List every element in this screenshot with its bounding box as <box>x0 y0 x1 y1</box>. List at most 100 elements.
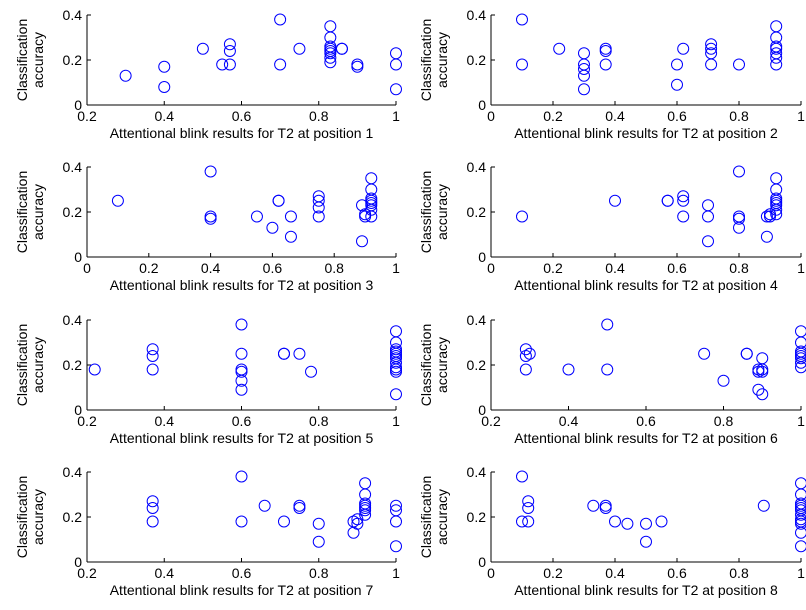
x-tick-label: 0.8 <box>309 565 329 581</box>
data-point <box>764 210 776 223</box>
data-point <box>702 235 714 248</box>
data-point <box>578 47 590 60</box>
data-point <box>795 515 806 528</box>
data-point <box>698 347 711 360</box>
data-point <box>146 495 159 508</box>
x-tick-label: 0.8 <box>309 108 329 124</box>
x-tick-label: 0.8 <box>729 565 749 581</box>
data-point <box>523 347 536 360</box>
x-tick-label: 0.4 <box>155 565 175 581</box>
data-point <box>146 502 159 514</box>
data-point <box>756 388 769 401</box>
y-tick-label: 0.4 <box>467 159 487 175</box>
data-point <box>204 165 217 178</box>
data-point <box>235 363 248 376</box>
y-tick-label: 0 <box>478 249 486 265</box>
data-point <box>351 58 364 71</box>
data-point <box>770 51 783 64</box>
x-tick-label: 0.8 <box>729 108 749 124</box>
data-point <box>756 365 769 378</box>
data-point <box>284 230 297 243</box>
data-point <box>795 517 806 530</box>
x-tick-label: 0.2 <box>543 260 563 276</box>
data-point <box>661 194 674 207</box>
data-point <box>250 210 263 223</box>
data-point <box>677 42 690 55</box>
y-tick-label: 0 <box>478 402 486 418</box>
y-tick-label: 0 <box>478 554 486 570</box>
data-point <box>146 343 159 356</box>
data-point <box>235 365 248 378</box>
data-point <box>671 78 683 91</box>
data-point <box>578 69 590 82</box>
x-tick-label: 0.2 <box>139 260 159 276</box>
data-point <box>390 325 402 338</box>
data-point <box>705 42 718 55</box>
data-point <box>587 499 600 512</box>
y-tick-label: 0 <box>74 402 82 418</box>
data-point <box>390 356 402 369</box>
data-point <box>599 42 612 55</box>
data-point <box>516 470 528 483</box>
y-tick-label: 0.2 <box>467 357 487 373</box>
data-point <box>351 60 364 73</box>
data-point <box>390 388 402 401</box>
data-point <box>770 199 783 212</box>
y-tick-label: 0.2 <box>63 509 83 525</box>
y-tick-label: 0.2 <box>63 52 83 68</box>
data-point <box>640 535 652 548</box>
data-point <box>655 515 668 528</box>
data-point <box>677 210 690 223</box>
data-point <box>795 477 806 490</box>
x-axis-label: Attentional blink results for T2 at posi… <box>110 582 374 598</box>
data-point <box>516 13 528 26</box>
data-point <box>335 42 348 55</box>
x-axis-label: Attentional blink results for T2 at posi… <box>110 277 374 293</box>
data-point <box>204 210 217 223</box>
data-point <box>204 212 217 225</box>
data-point <box>390 83 402 96</box>
data-point <box>795 508 806 521</box>
x-tick-label: 0.6 <box>636 413 656 429</box>
data-point <box>390 540 402 553</box>
data-point <box>733 165 745 178</box>
data-point <box>733 221 745 234</box>
data-point <box>359 477 372 490</box>
data-point <box>795 526 806 539</box>
data-point <box>677 194 690 207</box>
y-axis-label: Classificationaccuracy <box>418 476 450 558</box>
data-point <box>760 230 773 243</box>
x-tick-label: 0.4 <box>155 108 175 124</box>
data-point <box>770 20 783 33</box>
data-point <box>293 499 306 512</box>
y-tick-label: 0.2 <box>63 204 83 220</box>
x-tick-label: 0.6 <box>667 260 687 276</box>
data-point <box>312 194 325 207</box>
data-point <box>324 51 337 64</box>
x-tick-label: 0.4 <box>605 565 625 581</box>
x-tick-label: 0.6 <box>232 108 252 124</box>
data-point <box>324 47 337 60</box>
data-point <box>111 194 124 207</box>
data-point <box>601 318 614 331</box>
x-tick-label: 0.8 <box>309 413 329 429</box>
y-axis-label: Classificationaccuracy <box>14 19 46 101</box>
x-tick-label: 1 <box>797 260 805 276</box>
data-point <box>312 201 325 214</box>
y-tick-label: 0 <box>478 97 486 113</box>
data-point <box>757 499 770 512</box>
data-point <box>359 210 372 223</box>
data-point <box>516 210 528 223</box>
x-tick-label: 0.2 <box>77 565 97 581</box>
data-point <box>621 517 634 530</box>
data-point <box>235 374 248 387</box>
x-tick-label: 0.6 <box>232 413 252 429</box>
data-point <box>324 56 337 69</box>
data-point <box>235 383 248 396</box>
data-point <box>324 20 337 33</box>
x-tick-label: 1 <box>797 413 805 429</box>
data-point <box>677 190 690 203</box>
data-point <box>733 58 745 71</box>
